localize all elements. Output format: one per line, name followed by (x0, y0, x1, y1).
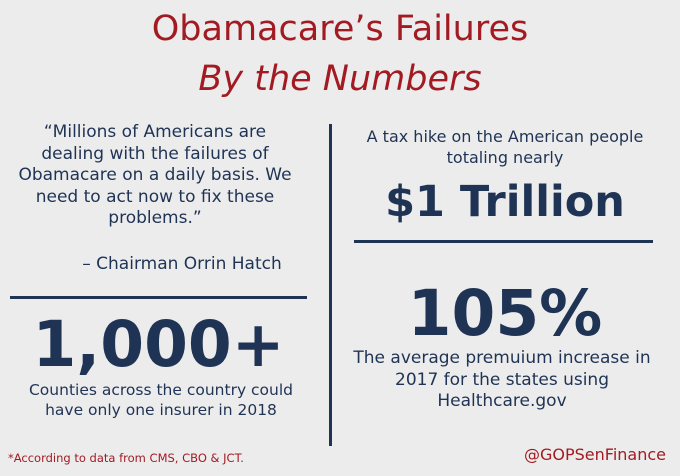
title-line-2: By the Numbers (198, 59, 482, 99)
right-divider (354, 240, 653, 243)
premium-caption: The average premuium increase in 2017 fo… (353, 348, 651, 411)
counties-caption: Counties across the country could have o… (28, 381, 294, 419)
quote-attribution: – Chairman Orrin Hatch (82, 254, 282, 274)
left-divider (10, 296, 307, 299)
twitter-handle: @GOPSenFinance (524, 445, 666, 464)
counties-figure: 1,000+ (32, 308, 285, 381)
vertical-divider (329, 124, 332, 446)
tax-figure: $1 Trillion (385, 177, 625, 227)
title-line-1: Obamacare’s Failures (151, 9, 529, 49)
hatch-quote: “Millions of Americans are dealing with … (18, 122, 292, 228)
source-footnote: *According to data from CMS, CBO & JCT. (8, 451, 244, 465)
tax-caption: A tax hike on the American people totali… (366, 127, 644, 167)
premium-figure: 105% (407, 277, 603, 350)
